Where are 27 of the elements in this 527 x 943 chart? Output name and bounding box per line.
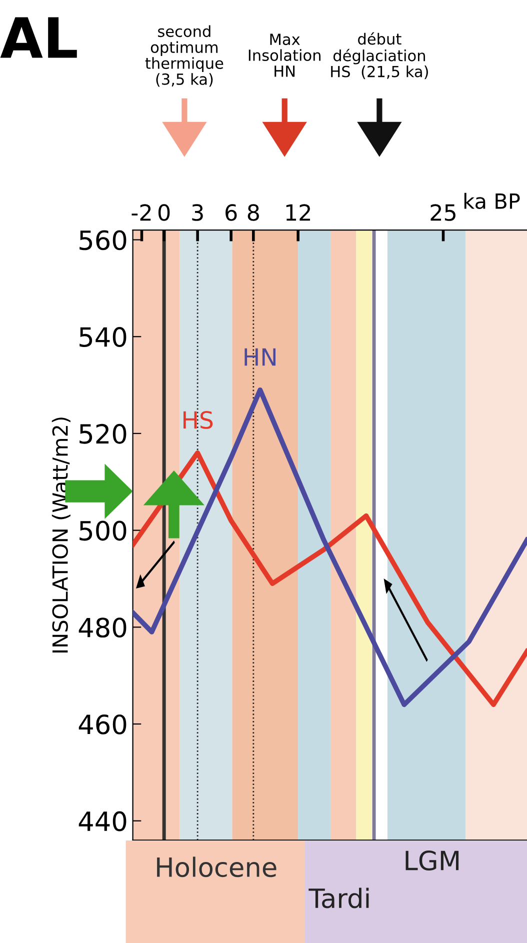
y-tick-label: 440 [78, 811, 126, 832]
x-tick-label: 12 [286, 204, 310, 221]
x-tick-label: -2 [132, 204, 151, 221]
series-label: HS [184, 411, 213, 429]
y-tick-label: 500 [80, 520, 126, 541]
text: second optimum thermique (3,5 ka) [145, 25, 224, 87]
text: début déglaciation HS (21,5 ka) [331, 32, 428, 80]
line-series [132, 450, 527, 708]
text: Tardi [308, 888, 369, 908]
y-tick-label: 460 [78, 714, 126, 734]
y-axis-title: INSOLATION (Watt/m2) [52, 418, 70, 652]
y-tick-label: 520 [80, 424, 126, 444]
x-tick-label: 6 [226, 204, 237, 221]
text: Holocene [157, 856, 276, 878]
x-tick-label: 8 [248, 204, 259, 221]
text: Max Insolation HN [248, 34, 320, 77]
chart-title: AL [0, 17, 77, 58]
series-label: HN [244, 348, 276, 366]
x-tick-label: 3 [192, 204, 203, 221]
line-series [132, 387, 527, 708]
y-tick-label: 560 [80, 230, 126, 250]
y-tick-label: 540 [80, 327, 126, 348]
x-axis-title: ka BP [464, 192, 520, 210]
x-tick-label: 25 [430, 204, 456, 221]
text: LGM [406, 850, 459, 870]
y-tick-label: 480 [78, 618, 126, 638]
x-tick-label: 0 [158, 204, 170, 221]
